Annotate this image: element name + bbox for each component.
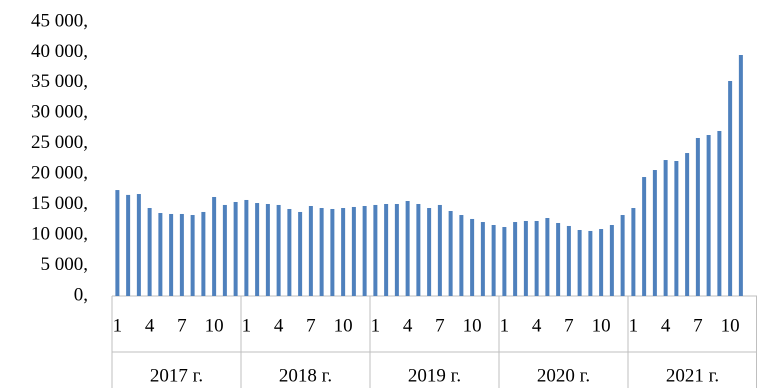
- bar: [126, 194, 131, 296]
- bar: [599, 229, 604, 296]
- bar: [459, 215, 464, 296]
- x-tick-label: 7: [693, 315, 703, 336]
- x-tick-label: 7: [177, 315, 187, 336]
- x-tick-label: 1: [500, 315, 510, 336]
- bar: [480, 222, 485, 296]
- bar: [308, 206, 313, 296]
- bar: [201, 211, 206, 296]
- bar: [394, 203, 399, 296]
- bar: [534, 220, 539, 296]
- y-tick-label: 5 000,: [41, 254, 89, 275]
- y-tick-label: 40 000,: [31, 41, 88, 62]
- x-tick-label: 10: [592, 315, 611, 336]
- bar: [448, 210, 453, 296]
- x-tick-label: 10: [205, 315, 224, 336]
- x-tick-label: 10: [463, 315, 482, 336]
- bar: [556, 222, 561, 296]
- bar: [341, 208, 346, 296]
- y-tick-label: 0,: [74, 284, 88, 305]
- group-label: 2019 г.: [408, 365, 461, 386]
- group-label: 2017 г.: [150, 365, 203, 386]
- bar: [728, 81, 733, 296]
- bar: [244, 199, 249, 296]
- y-tick-label: 35 000,: [31, 71, 88, 92]
- x-tick-label: 4: [403, 315, 413, 336]
- bar: [491, 225, 496, 296]
- x-tick-label: 7: [564, 315, 574, 336]
- group-label: 2020 г.: [537, 365, 590, 386]
- x-tick-label: 7: [306, 315, 316, 336]
- bar: [169, 213, 174, 296]
- bar: [738, 55, 743, 297]
- x-tick-label: 1: [242, 315, 252, 336]
- bar: [330, 208, 335, 296]
- bar: [695, 137, 700, 296]
- bar: [685, 153, 690, 296]
- bar: [502, 227, 507, 296]
- x-tick-label: 1: [113, 315, 123, 336]
- bar: [545, 218, 550, 296]
- bar: [298, 211, 303, 296]
- bar: [179, 213, 184, 296]
- x-tick-label: 4: [532, 315, 542, 336]
- y-tick-label: 20 000,: [31, 163, 88, 184]
- bar: [158, 213, 163, 296]
- x-tick-label: 1: [629, 315, 639, 336]
- x-tick-label: 7: [435, 315, 445, 336]
- bar: [566, 225, 571, 296]
- group-label: 2018 г.: [279, 365, 332, 386]
- y-tick-label: 15 000,: [31, 193, 88, 214]
- bar: [136, 194, 141, 296]
- x-tick-label: 10: [334, 315, 353, 336]
- bar: [437, 204, 442, 296]
- bar: [663, 160, 668, 296]
- bar: [717, 130, 722, 296]
- bar: [620, 215, 625, 296]
- bar: [147, 208, 152, 296]
- bar: [351, 206, 356, 296]
- x-tick-label: 4: [274, 315, 284, 336]
- bar: [255, 203, 260, 296]
- x-tick-label: 4: [145, 315, 155, 336]
- bar: [405, 201, 410, 296]
- bar: [642, 177, 647, 296]
- bar: [652, 170, 657, 296]
- x-tick-label: 10: [721, 315, 740, 336]
- bar: [609, 225, 614, 296]
- y-tick-label: 25 000,: [31, 132, 88, 153]
- bar: [190, 215, 195, 296]
- bar: [706, 135, 711, 296]
- bar: [588, 230, 593, 296]
- bar: [212, 196, 217, 296]
- bar: [384, 203, 389, 296]
- bar: [276, 204, 281, 296]
- x-tick-label: 4: [661, 315, 671, 336]
- bar: [577, 229, 582, 296]
- x-tick-label: 1: [371, 315, 381, 336]
- bar: [416, 203, 421, 296]
- bar: [427, 208, 432, 296]
- bar: [523, 220, 528, 296]
- bar: [362, 206, 367, 296]
- bar: [265, 203, 270, 296]
- y-tick-label: 10 000,: [31, 223, 88, 244]
- y-tick-label: 45 000,: [31, 10, 88, 31]
- bar: [222, 204, 227, 296]
- bar: [115, 190, 120, 296]
- bar: [287, 208, 292, 296]
- bar: [233, 201, 238, 296]
- bar: [470, 218, 475, 296]
- bar: [373, 204, 378, 296]
- group-label: 2021 г.: [666, 365, 719, 386]
- bar: [674, 161, 679, 296]
- bar: [319, 208, 324, 296]
- y-tick-label: 30 000,: [31, 102, 88, 123]
- bar: [631, 208, 636, 296]
- bar: [513, 222, 518, 296]
